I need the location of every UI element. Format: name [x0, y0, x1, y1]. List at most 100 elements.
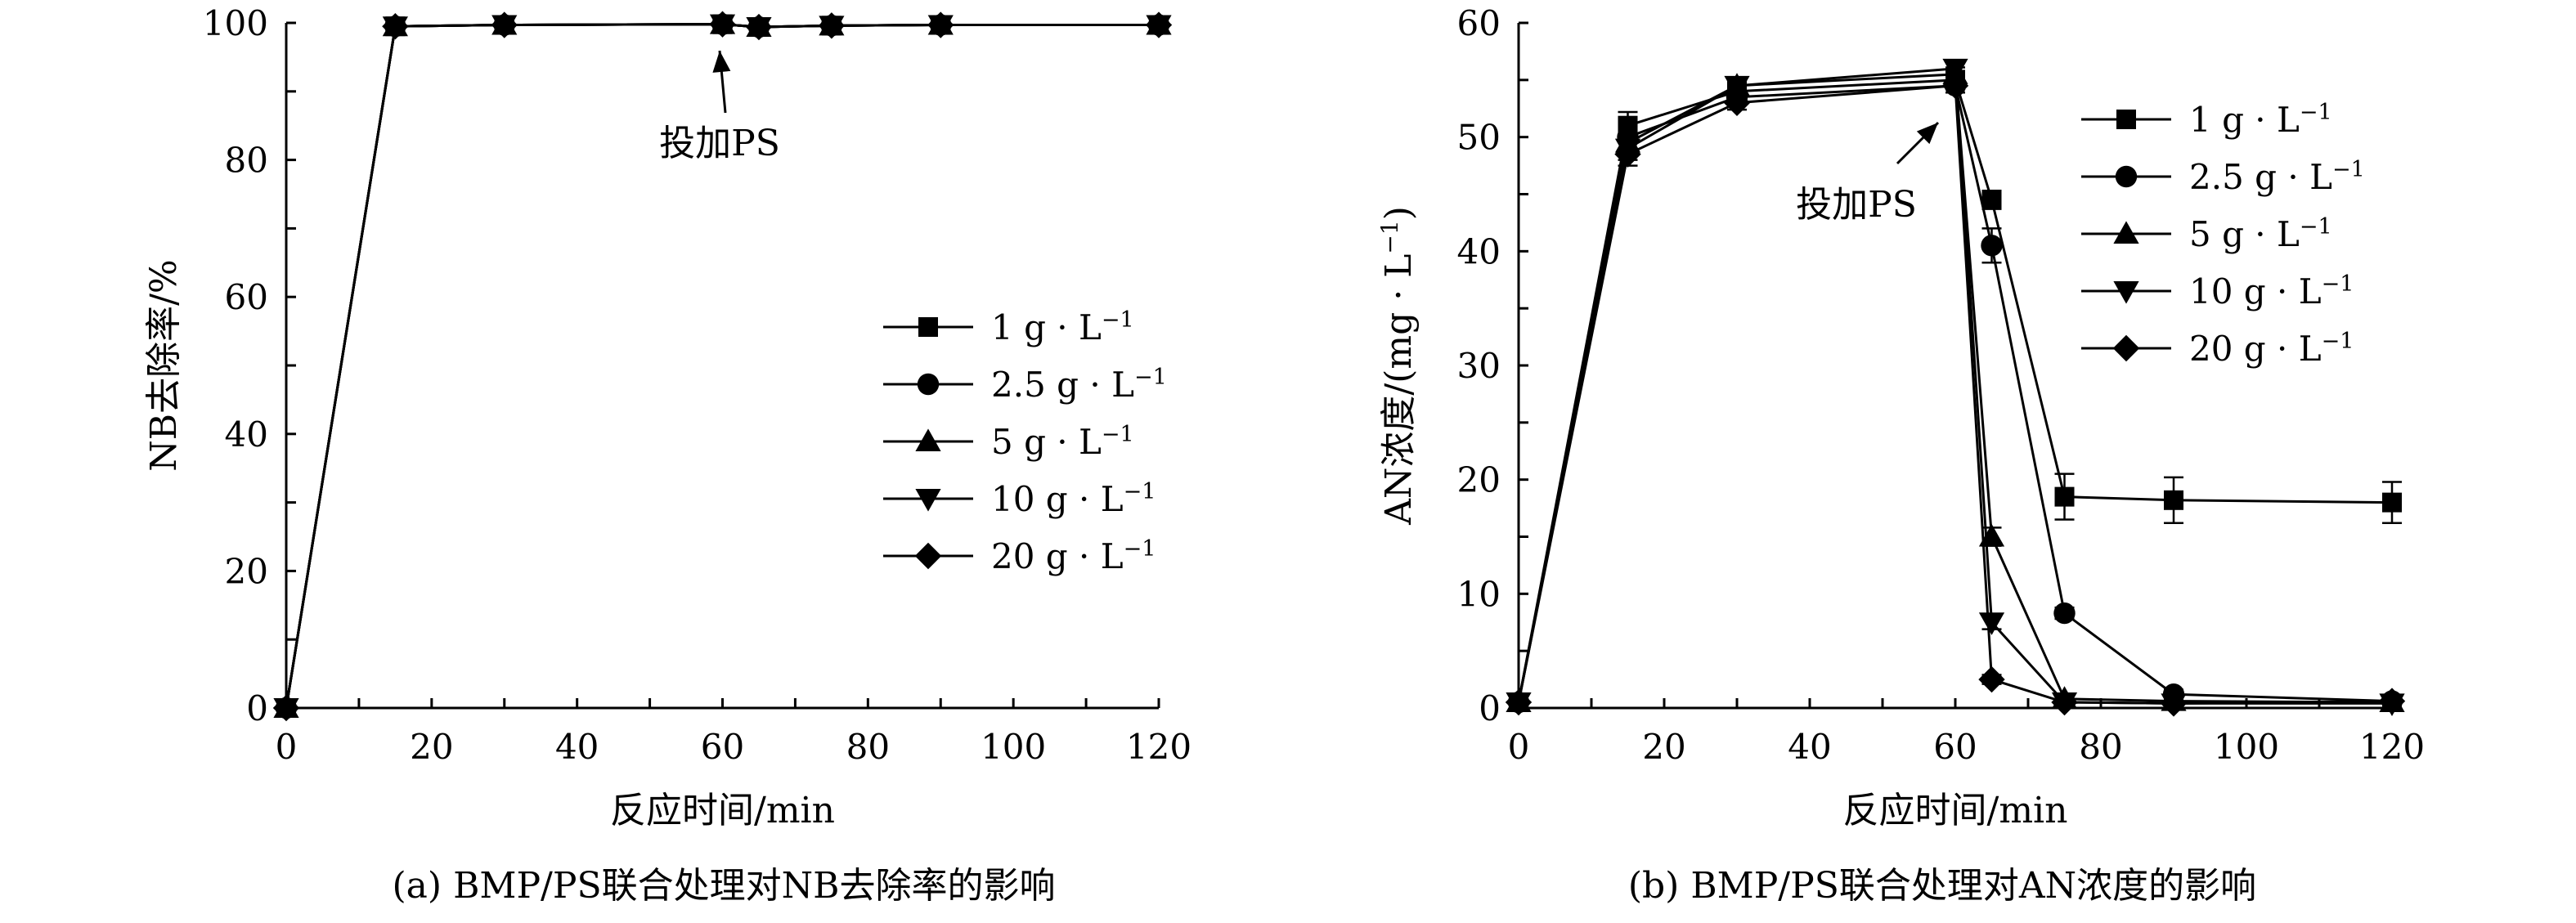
legend-marker	[2116, 110, 2136, 129]
data-point	[1723, 89, 1751, 116]
annotation-arrow-head	[1916, 123, 1938, 145]
legend-label-superscript: −1	[1124, 479, 1156, 504]
legend-marker	[918, 317, 938, 337]
legend-label-superscript: −1	[2300, 214, 2332, 240]
data-point	[927, 11, 954, 38]
annotation-label: 投加PS	[659, 123, 780, 164]
legend-label: 20 g · L−1	[2189, 329, 2354, 370]
x-tick-label: 100	[2214, 727, 2279, 767]
legend-label: 1 g · L−1	[2189, 100, 2332, 141]
y-tick-label: 100	[203, 3, 268, 43]
y-tick-label: 30	[1457, 346, 1501, 386]
series-line	[1517, 84, 2393, 703]
legend-label: 5 g · L−1	[991, 422, 1134, 463]
legend-marker	[2112, 334, 2140, 362]
data-point	[1614, 141, 1641, 168]
legend-label-superscript: −1	[1102, 307, 1134, 333]
legend-label-text: 20 g · L	[991, 536, 1124, 576]
data-point	[2053, 602, 2076, 625]
y-tick-label: 20	[225, 551, 268, 591]
series-line	[285, 23, 1159, 709]
data-point	[1981, 190, 2002, 210]
legend: 1 g · L−12.5 g · L−15 g · L−110 g · L−12…	[2081, 100, 2365, 370]
data-point	[491, 11, 518, 38]
y-tick-label: 20	[1457, 460, 1501, 500]
annotation-label: 投加PS	[1796, 184, 1917, 226]
data-point	[2160, 690, 2188, 717]
y-tick-label: 40	[1457, 231, 1501, 271]
legend-label: 2.5 g · L−1	[2189, 157, 2365, 198]
legend-label-text: 5 g · L	[991, 422, 1102, 462]
legend-label-text: 1 g · L	[991, 307, 1102, 347]
x-tick-label: 40	[555, 727, 599, 767]
data-point	[1978, 665, 2005, 693]
x-tick-label: 40	[1788, 727, 1831, 767]
data-point	[272, 694, 300, 722]
data-point	[1145, 11, 1173, 38]
x-tick-label: 80	[2079, 727, 2122, 767]
data-point	[1978, 612, 2005, 635]
x-tick-label: 20	[1642, 727, 1685, 767]
y-tick-label: 80	[225, 141, 268, 181]
y-tick-label: 10	[1457, 574, 1501, 614]
legend-label-superscript: −1	[2300, 100, 2332, 125]
data-point	[709, 11, 736, 38]
legend-label: 20 g · L−1	[991, 536, 1156, 577]
data-point	[745, 13, 773, 41]
y-tick-label: 0	[246, 688, 268, 728]
legend-label-text: 10 g · L	[2189, 271, 2322, 311]
legend-marker	[915, 428, 941, 451]
legend-label-text: 1 g · L	[2189, 100, 2300, 140]
legend-label: 5 g · L−1	[2189, 214, 2332, 255]
legend-marker	[2113, 221, 2139, 244]
legend-label: 10 g · L−1	[2189, 271, 2354, 312]
legend-label-superscript: −1	[2322, 271, 2354, 297]
x-tick-label: 0	[1508, 727, 1530, 767]
y-tick-label: 0	[1479, 688, 1501, 728]
legend: 1 g · L−12.5 g · L−15 g · L−110 g · L−12…	[883, 307, 1167, 577]
x-axis-label: 反应时间/min	[1843, 790, 2068, 831]
chart-caption: (b) BMP/PS联合处理对AN浓度的影响	[1628, 865, 2256, 907]
data-point	[2378, 688, 2406, 715]
data-point	[2382, 492, 2402, 513]
legend-marker	[2113, 281, 2139, 304]
legend-marker	[915, 489, 941, 512]
data-point	[2164, 490, 2183, 510]
x-tick-label: 20	[410, 727, 453, 767]
y-axis-label-superscript: −1	[1376, 220, 1403, 253]
y-axis-label-close: )	[1378, 206, 1420, 220]
y-axis-label: NB去除率/%	[143, 259, 185, 471]
y-axis-label-main: AN浓度/(mg · L	[1378, 254, 1420, 526]
y-tick-label: 40	[225, 414, 268, 455]
chart-caption: (a) BMP/PS联合处理对NB去除率的影响	[393, 865, 1056, 907]
series-line	[1517, 78, 2393, 703]
legend-label-text: 2.5 g · L	[991, 365, 1134, 405]
x-tick-label: 0	[276, 727, 298, 767]
data-point	[382, 12, 409, 40]
legend-label-superscript: −1	[2322, 329, 2354, 354]
data-point	[1724, 75, 1750, 99]
legend-label-superscript: −1	[1124, 536, 1156, 562]
legend-label: 10 g · L−1	[991, 479, 1156, 520]
series-4	[272, 11, 1173, 722]
y-axis-label: AN浓度/(mg · L−1)	[1376, 206, 1420, 526]
legend-label-text: 2.5 g · L	[2189, 157, 2332, 197]
data-point	[818, 12, 846, 39]
legend-label-superscript: −1	[2332, 157, 2365, 182]
chart-a-nb-removal: 0 20 40 60 80 100 120 0 20 40 60 80 100 反应时间/min NB去除率…	[143, 3, 1192, 907]
data-point	[1941, 72, 1969, 100]
y-tick-label: 60	[225, 277, 268, 317]
legend-marker	[2115, 165, 2138, 188]
legend-label: 1 g · L−1	[991, 307, 1134, 348]
x-tick-label: 80	[846, 727, 890, 767]
data-point	[1981, 235, 2003, 257]
data-point	[1942, 58, 1968, 82]
series-4	[1505, 72, 2406, 717]
x-tick-label: 60	[701, 727, 744, 767]
legend-label-text: 5 g · L	[2189, 214, 2300, 254]
series-line	[1517, 84, 2393, 705]
data-point	[2051, 688, 2078, 716]
legend-label-superscript: −1	[1134, 365, 1167, 390]
data-point	[1505, 688, 1533, 716]
